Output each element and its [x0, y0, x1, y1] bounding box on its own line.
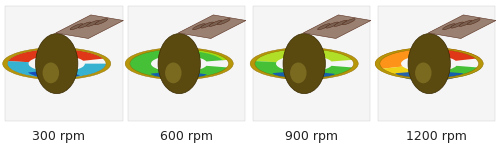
- Ellipse shape: [201, 22, 213, 28]
- Ellipse shape: [209, 20, 222, 26]
- Ellipse shape: [70, 24, 83, 30]
- Ellipse shape: [334, 20, 347, 26]
- Polygon shape: [56, 15, 124, 38]
- Ellipse shape: [342, 19, 355, 25]
- Wedge shape: [8, 49, 103, 62]
- Wedge shape: [375, 48, 424, 69]
- Wedge shape: [375, 48, 483, 80]
- Ellipse shape: [290, 62, 306, 83]
- FancyBboxPatch shape: [378, 6, 495, 121]
- Ellipse shape: [451, 22, 464, 28]
- Wedge shape: [252, 61, 354, 79]
- Wedge shape: [2, 48, 111, 80]
- Ellipse shape: [78, 22, 91, 28]
- Ellipse shape: [192, 24, 205, 30]
- Ellipse shape: [326, 22, 338, 28]
- Polygon shape: [178, 15, 246, 38]
- FancyBboxPatch shape: [128, 6, 245, 121]
- Ellipse shape: [95, 19, 108, 25]
- Ellipse shape: [459, 20, 472, 26]
- FancyBboxPatch shape: [252, 6, 370, 121]
- Polygon shape: [428, 15, 496, 38]
- Wedge shape: [28, 71, 80, 78]
- Wedge shape: [378, 66, 438, 80]
- Wedge shape: [272, 72, 335, 80]
- Wedge shape: [254, 48, 354, 62]
- Ellipse shape: [408, 34, 451, 94]
- Wedge shape: [395, 72, 463, 81]
- Wedge shape: [434, 66, 482, 79]
- Ellipse shape: [42, 62, 59, 83]
- Text: 300 rpm: 300 rpm: [32, 130, 86, 143]
- Text: 600 rpm: 600 rpm: [160, 130, 213, 143]
- Wedge shape: [150, 73, 207, 80]
- Ellipse shape: [442, 24, 456, 30]
- Wedge shape: [128, 48, 229, 79]
- Ellipse shape: [415, 62, 432, 83]
- Wedge shape: [8, 61, 106, 78]
- FancyBboxPatch shape: [5, 6, 122, 121]
- Ellipse shape: [86, 20, 100, 26]
- Wedge shape: [125, 48, 233, 80]
- Text: 900 rpm: 900 rpm: [285, 130, 338, 143]
- Text: 1200 rpm: 1200 rpm: [406, 130, 467, 143]
- Wedge shape: [194, 49, 229, 60]
- Wedge shape: [250, 48, 358, 80]
- Ellipse shape: [468, 19, 480, 25]
- Ellipse shape: [36, 34, 78, 94]
- Ellipse shape: [165, 62, 182, 83]
- Polygon shape: [304, 15, 371, 38]
- Ellipse shape: [318, 24, 330, 30]
- Ellipse shape: [283, 34, 326, 94]
- Ellipse shape: [158, 34, 200, 94]
- Wedge shape: [420, 48, 480, 61]
- Ellipse shape: [218, 19, 230, 25]
